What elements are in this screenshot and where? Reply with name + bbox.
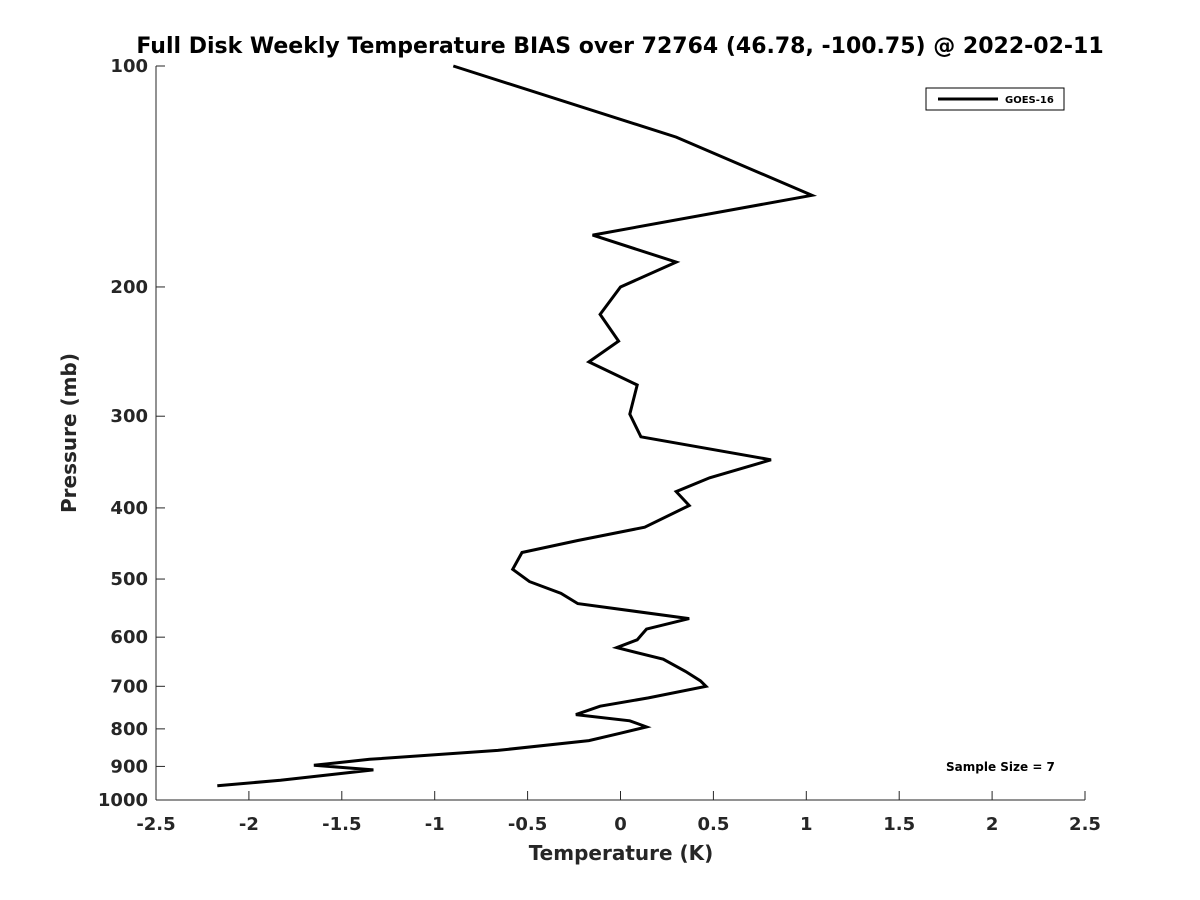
x-tick-label: -1 (425, 814, 445, 835)
y-axis-label: Pressure (mb) (57, 353, 81, 513)
data-series (217, 64, 818, 788)
y-tick-label: 200 (110, 277, 148, 298)
y-tick-label: 900 (110, 756, 148, 777)
y-tick-label: 100 (110, 56, 148, 77)
series-line-goes-16 (217, 64, 818, 788)
x-tick-label: 1.5 (883, 814, 915, 835)
chart-title: Full Disk Weekly Temperature BIAS over 7… (136, 34, 1103, 59)
x-tick-label: -0.5 (508, 814, 547, 835)
x-tick-label: -1.5 (322, 814, 361, 835)
x-tick-label: 2.5 (1069, 814, 1101, 835)
y-tick-label: 500 (110, 569, 148, 590)
x-axis-label: Temperature (K) (529, 841, 714, 865)
x-tick-label: -2 (239, 814, 259, 835)
sample-size-annotation: Sample Size = 7 (946, 760, 1055, 774)
y-axis-ticks: 100 200 300 400 500 600 700 800 900 1000 (98, 56, 165, 811)
y-tick-label: 600 (110, 627, 148, 648)
x-tick-label: 1 (800, 814, 813, 835)
x-axis-ticks: -2.5 -2 -1.5 -1 -0.5 0 0.5 1 1.5 2 2.5 (136, 791, 1101, 835)
x-tick-label: 2 (986, 814, 999, 835)
legend: GOES-16 (925, 87, 1065, 111)
y-tick-label: 300 (110, 406, 148, 427)
x-tick-label: -2.5 (136, 814, 175, 835)
y-tick-label: 800 (110, 719, 148, 740)
legend-label-goes-16: GOES-16 (1005, 95, 1054, 106)
y-tick-label: 700 (110, 676, 148, 697)
y-tick-label: 1000 (98, 790, 148, 811)
x-tick-label: 0 (614, 814, 627, 835)
y-tick-label: 400 (110, 498, 148, 519)
x-tick-label: 0.5 (697, 814, 729, 835)
